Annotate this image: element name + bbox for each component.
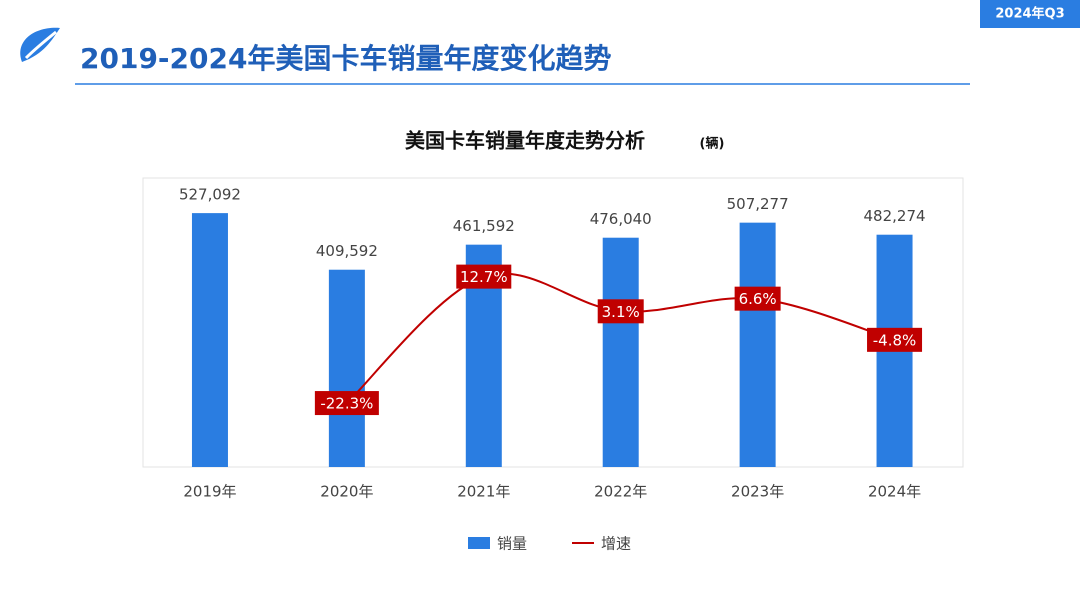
legend-label: 销量 [497,535,527,553]
logo-stroke [24,30,57,60]
page-title: 2019-2024年美国卡车销量年度变化趋势 [80,42,611,75]
legend-swatch [468,537,490,549]
x-tick-label: 2023年 [731,483,784,501]
bar [191,213,228,467]
bar-label: 507,277 [727,195,789,213]
x-tick-label: 2020年 [320,483,373,501]
plot-area [142,177,964,468]
growth-label: 12.7% [460,268,508,286]
chart-title: 美国卡车销量年度走势分析 [405,129,645,153]
growth-label: -22.3% [320,395,373,413]
growth-label: 3.1% [602,303,640,321]
badge: 2024年Q3 [995,6,1064,22]
bar-label: 409,592 [316,242,378,260]
bar [739,222,776,467]
growth-label-bg [456,264,512,289]
bar-label: 461,592 [453,217,515,235]
x-tick-label: 2021年 [457,483,510,501]
bar-label: 476,040 [590,210,652,228]
x-tick-label: 2022年 [594,483,647,501]
bar [328,269,365,467]
chart-subtitle: (辆) [700,136,725,152]
bar [602,237,639,467]
growth-label: 6.6% [739,290,777,308]
bar-label: 527,092 [179,186,241,204]
growth-label-bg [867,327,923,352]
growth-label-bg [734,286,781,311]
x-tick-label: 2024年 [868,483,921,501]
legend-label: 增速 [601,535,631,553]
bar-label: 482,274 [864,207,926,225]
x-tick-label: 2019年 [183,483,236,501]
badge-bg [980,0,1080,28]
growth-label: -4.8% [873,331,917,349]
growth-label-bg [314,391,379,416]
growth-label-bg [597,299,644,324]
